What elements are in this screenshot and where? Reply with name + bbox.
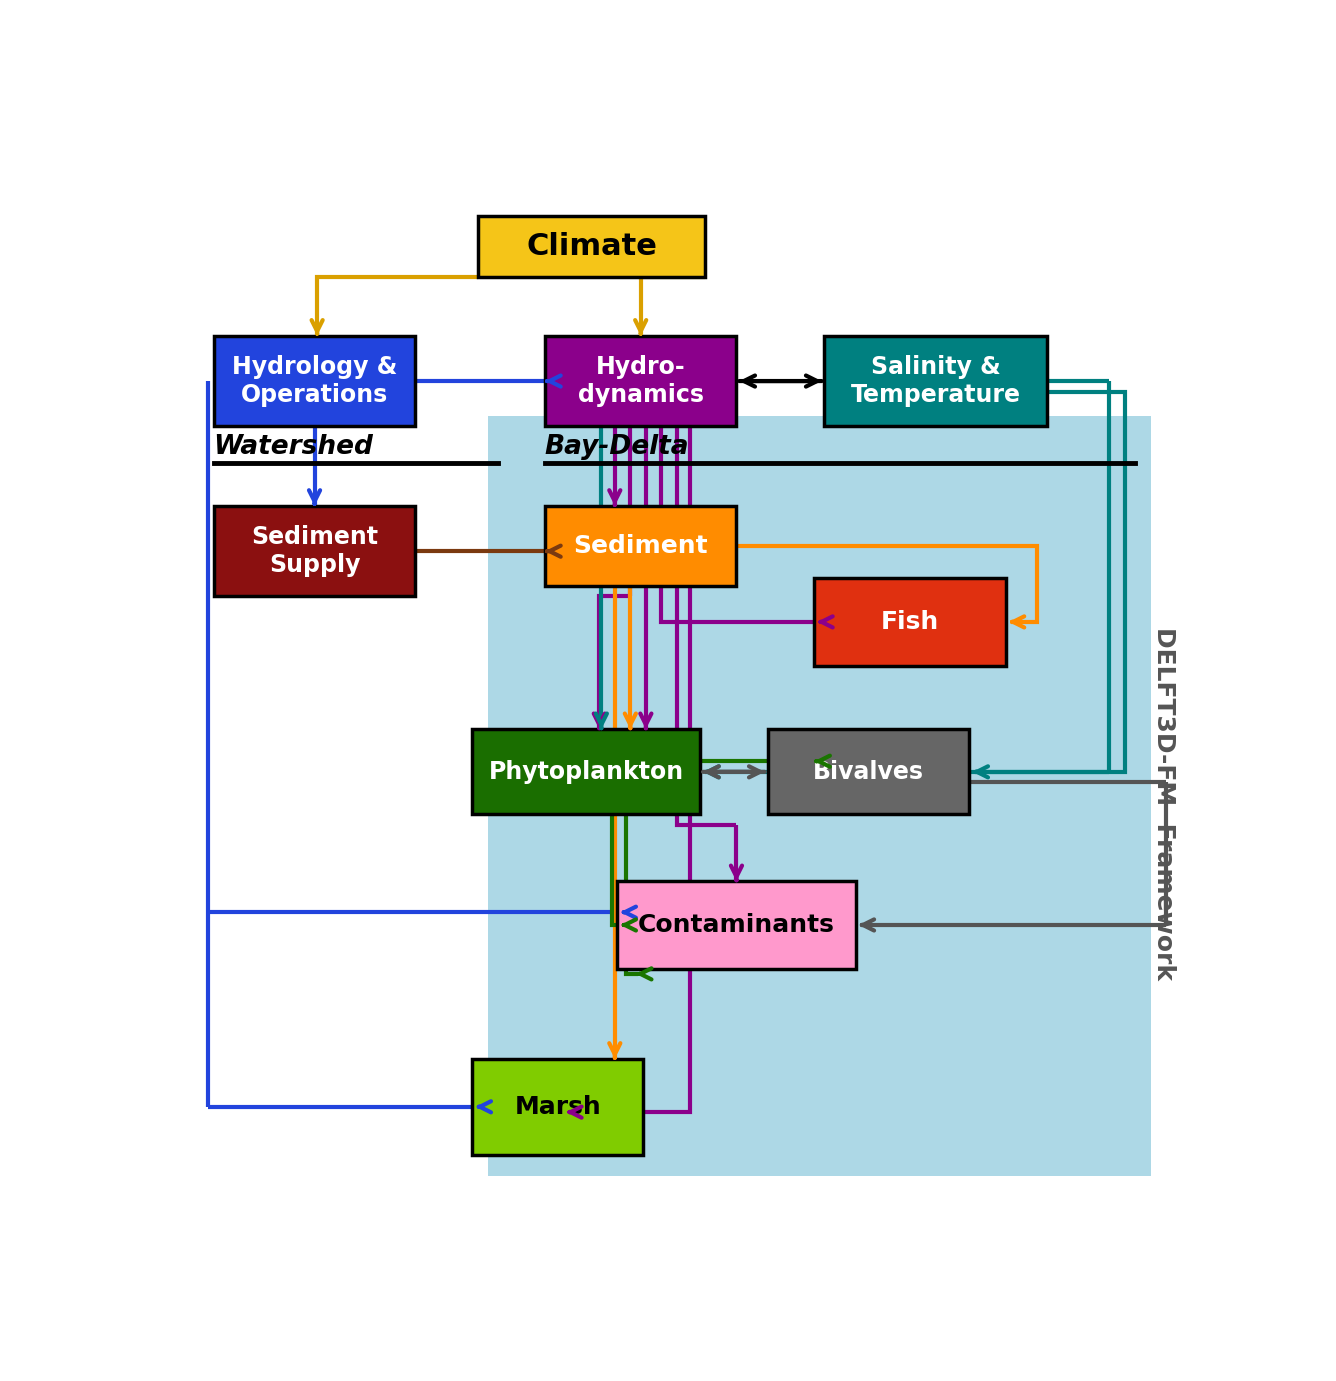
FancyBboxPatch shape <box>488 416 1150 1177</box>
Text: Marsh: Marsh <box>514 1095 601 1119</box>
FancyBboxPatch shape <box>767 729 970 815</box>
Text: Hydro-
dynamics: Hydro- dynamics <box>577 355 704 407</box>
Text: Sediment: Sediment <box>573 534 708 558</box>
Text: Watershed: Watershed <box>214 434 374 460</box>
Text: Fish: Fish <box>880 610 939 634</box>
FancyBboxPatch shape <box>478 215 705 278</box>
Text: Contaminants: Contaminants <box>639 913 835 936</box>
FancyBboxPatch shape <box>545 336 736 427</box>
FancyBboxPatch shape <box>473 1059 644 1155</box>
FancyBboxPatch shape <box>617 881 855 968</box>
FancyBboxPatch shape <box>814 579 1006 666</box>
Text: Hydrology &
Operations: Hydrology & Operations <box>232 355 397 407</box>
FancyBboxPatch shape <box>214 336 415 427</box>
Text: Salinity &
Temperature: Salinity & Temperature <box>851 355 1021 407</box>
Text: Phytoplankton: Phytoplankton <box>489 760 684 784</box>
FancyBboxPatch shape <box>545 505 736 586</box>
FancyBboxPatch shape <box>214 505 415 597</box>
FancyBboxPatch shape <box>473 729 700 815</box>
Text: Bivalves: Bivalves <box>814 760 925 784</box>
FancyBboxPatch shape <box>824 336 1047 427</box>
Text: DELFT3D-FM  Framework: DELFT3D-FM Framework <box>1152 627 1176 981</box>
Text: Sediment
Supply: Sediment Supply <box>251 525 378 577</box>
Text: Bay-Delta: Bay-Delta <box>545 434 689 460</box>
Text: Climate: Climate <box>526 232 657 261</box>
